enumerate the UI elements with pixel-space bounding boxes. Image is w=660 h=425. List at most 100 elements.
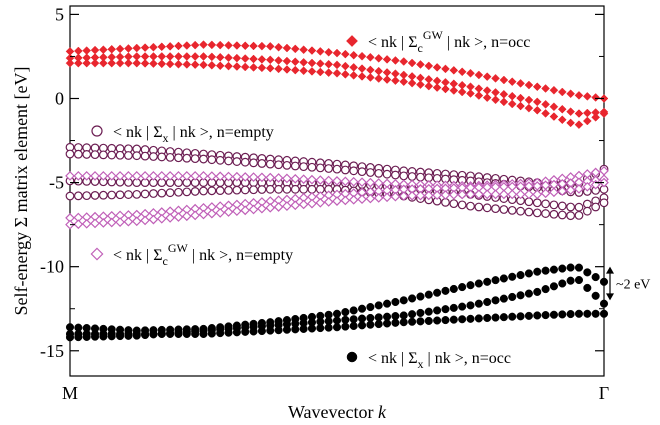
legend-label-prefix: < nk | Σ: [368, 34, 418, 51]
data-point: [190, 210, 201, 221]
data-point: [474, 91, 484, 100]
data-point: [491, 95, 500, 105]
data-point: [382, 192, 392, 203]
data-point: [407, 172, 417, 181]
data-point: [232, 206, 242, 217]
band-2-2: [65, 177, 609, 230]
data-point: [341, 322, 350, 331]
data-point: [90, 332, 100, 341]
data-point: [232, 185, 242, 195]
data-point: [583, 309, 592, 318]
data-point: [524, 80, 534, 90]
legend-marker: [90, 247, 104, 261]
data-point: [441, 84, 450, 94]
data-point: [457, 200, 467, 210]
data-point: [449, 65, 459, 75]
data-point: [490, 189, 501, 200]
data-point: [174, 187, 183, 197]
data-point: [499, 294, 508, 303]
data-point: [174, 328, 183, 337]
data-point: [74, 333, 83, 342]
data-point: [574, 90, 584, 100]
data-point: [549, 282, 558, 291]
data-point: [90, 150, 100, 160]
data-point: [149, 42, 158, 52]
legend-label-sup: GW: [168, 241, 189, 255]
data-point: [533, 311, 542, 320]
data-point: [123, 216, 134, 227]
data-point: [365, 177, 376, 188]
data-point: [141, 330, 150, 340]
data-point: [207, 40, 217, 50]
data-point: [407, 190, 417, 201]
data-point: [591, 202, 601, 212]
data-point: [148, 171, 159, 181]
data-point: [190, 187, 200, 196]
data-point: [124, 331, 133, 340]
data-point: [374, 53, 384, 63]
data-point: [549, 209, 559, 219]
data-point: [582, 181, 593, 192]
y-tick-label: 5: [55, 4, 64, 24]
data-point: [249, 322, 258, 331]
data-point: [157, 152, 167, 162]
data-point: [332, 60, 342, 70]
data-point: [65, 323, 75, 332]
data-point: [148, 214, 159, 225]
data-point: [599, 109, 609, 118]
data-point: [582, 206, 592, 216]
data-point: [449, 303, 458, 312]
data-point: [582, 116, 592, 126]
data-point: [357, 51, 367, 61]
legend-marker: [346, 35, 358, 47]
data-point: [441, 286, 450, 295]
data-point: [541, 84, 550, 93]
data-point: [257, 63, 267, 73]
data-point: [524, 189, 534, 200]
data-point: [524, 103, 534, 113]
data-point: [357, 72, 367, 81]
data-point: [82, 150, 92, 159]
data-point: [290, 173, 301, 184]
band-0-2: [65, 58, 609, 130]
data-point: [98, 171, 109, 181]
data-point: [516, 101, 525, 111]
data-point: [340, 165, 350, 175]
data-point: [549, 112, 559, 121]
data-point: [199, 40, 208, 50]
data-point: [474, 202, 484, 212]
legend-label-prefix: < nk | Σ: [368, 350, 418, 367]
data-point: [391, 312, 400, 321]
data-point: [483, 297, 492, 307]
data-point: [474, 299, 483, 308]
data-point: [408, 317, 417, 326]
series-1: [65, 142, 609, 221]
x-axis-label-variable: k: [378, 402, 387, 422]
data-point: [591, 93, 601, 102]
data-point: [516, 206, 525, 216]
data-point: [374, 313, 383, 322]
data-point: [257, 55, 267, 64]
data-point: [366, 313, 375, 323]
data-point: [274, 184, 283, 194]
data-point: [240, 205, 251, 216]
data-marks: [65, 40, 609, 342]
data-point: [290, 65, 300, 75]
data-point: [332, 48, 342, 58]
data-point: [124, 190, 133, 199]
data-point: [165, 171, 175, 181]
data-point: [323, 175, 334, 186]
data-point: [149, 330, 158, 339]
data-point: [316, 317, 325, 326]
data-point: [165, 188, 175, 198]
data-point: [98, 150, 108, 160]
data-point: [399, 171, 409, 181]
data-point: [557, 115, 567, 125]
data-point: [232, 53, 242, 63]
data-point: [265, 184, 275, 194]
data-point: [132, 331, 141, 340]
data-point: [433, 306, 442, 315]
data-point: [207, 155, 217, 165]
data-point: [165, 213, 175, 223]
data-point: [224, 40, 233, 50]
